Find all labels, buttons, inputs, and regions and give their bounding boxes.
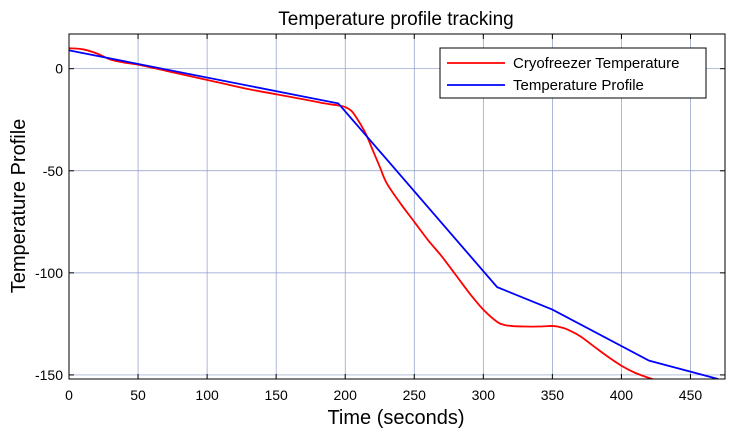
y-axis-label: Temperature Profile [8, 119, 30, 294]
y-tick-label: 0 [55, 61, 63, 77]
legend-label: Cryofreezer Temperature [513, 55, 679, 72]
x-tick-label: 400 [610, 387, 634, 403]
legend: Cryofreezer Temperature Temperature Profi… [439, 47, 707, 99]
x-tick-label: 250 [403, 387, 427, 403]
legend-label: Temperature Profile [513, 77, 644, 94]
plot-frame [68, 33, 726, 380]
y-tick-label: -150 [35, 367, 63, 383]
x-tick-label: 450 [679, 387, 703, 403]
series-line-cryofreezer-temperature [69, 47, 656, 379]
legend-box [439, 47, 707, 99]
x-tick-label: 50 [130, 387, 146, 403]
x-tick-label: 0 [65, 387, 73, 403]
x-tick-label: 300 [472, 387, 496, 403]
x-axis-label: Time (seconds) [327, 407, 464, 429]
series-line-temperature-profile [69, 49, 719, 379]
axis-ticks: 0 50 100 150 200 250 300 350 400 450 0 -50 -100 -150 [35, 34, 725, 403]
x-tick-label: 350 [541, 387, 565, 403]
y-tick-label: -100 [35, 265, 63, 281]
chart-title: Temperature profile tracking [278, 9, 514, 30]
x-tick-label: 100 [195, 387, 219, 403]
plot-series [69, 47, 719, 379]
grid [68, 34, 725, 379]
x-tick-label: 200 [334, 387, 358, 403]
x-tick-label: 150 [264, 387, 288, 403]
y-tick-label: -50 [43, 163, 63, 179]
